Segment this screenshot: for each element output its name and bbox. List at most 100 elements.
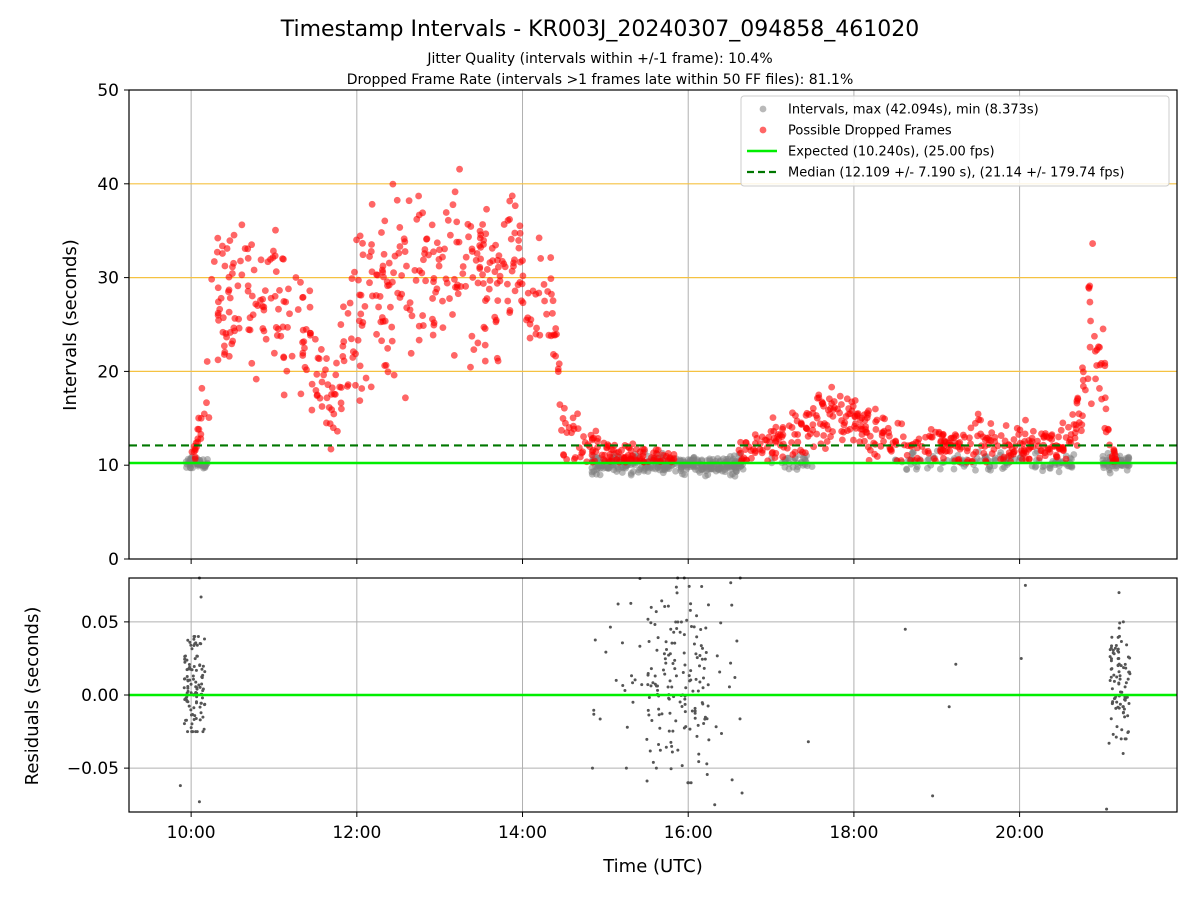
dropped-frame-point (344, 382, 351, 390)
dropped-frame-point (250, 266, 258, 274)
residual-point (688, 727, 692, 731)
interval-point (204, 455, 211, 463)
dropped-frame-point (507, 235, 515, 243)
dropped-frame-point (1029, 427, 1037, 435)
dropped-frame-point (493, 354, 501, 362)
dropped-frame-point (492, 316, 500, 324)
residual-point (1118, 702, 1122, 706)
dropped-frame-point (442, 275, 450, 283)
residual-point (687, 584, 691, 588)
dropped-frame-point (318, 378, 326, 386)
residual-point (590, 766, 594, 770)
dropped-frame-point (850, 436, 857, 444)
residual-outlier-point (806, 740, 810, 744)
bottom-y-axis-label: Residuals (seconds) (22, 607, 43, 786)
interval-point (913, 463, 921, 471)
dropped-frame-point (767, 427, 775, 435)
dropped-frame-point (367, 383, 375, 391)
residual-point (187, 662, 191, 666)
residual-point (666, 685, 670, 689)
residual-point (630, 674, 634, 678)
dropped-frame-point (756, 445, 764, 453)
dropped-frame-point (604, 441, 612, 449)
dropped-frame-point (940, 454, 947, 462)
dropped-frame-point (779, 423, 787, 431)
residual-point (715, 654, 719, 658)
dropped-frame-point (822, 445, 829, 453)
dropped-frame-point (860, 411, 868, 419)
dropped-frame-point (428, 221, 436, 229)
dropped-frame-point (446, 231, 454, 239)
dropped-frame-point (558, 426, 565, 434)
dropped-frame-point (413, 215, 421, 223)
residual-point (696, 689, 700, 693)
dropped-frame-point (349, 348, 357, 356)
residual-point (620, 641, 624, 645)
dropped-frame-point (1065, 438, 1073, 446)
residual-point (183, 655, 187, 659)
interval-point (187, 464, 195, 472)
dropped-frame-point (654, 446, 662, 454)
dropped-frame-point (402, 394, 409, 402)
dropped-frame-point (925, 449, 933, 457)
residual-point (621, 684, 625, 688)
legend-marker-dropped (759, 126, 767, 134)
dropped-frame-point (791, 448, 799, 456)
dropped-frame-point (872, 405, 879, 413)
dropped-frame-point (244, 287, 252, 295)
dropped-frame-point (327, 445, 335, 453)
residual-point (195, 643, 199, 647)
interval-point (1070, 451, 1078, 458)
residual-point (631, 681, 635, 685)
dropped-frame-point (946, 447, 954, 455)
residual-point (718, 670, 722, 674)
dropped-frame-point (297, 390, 305, 398)
dropped-frame-point (974, 410, 982, 418)
dropped-frame-point (355, 276, 362, 284)
dropped-frame-point (302, 326, 310, 333)
residual-point (194, 641, 198, 645)
residual-point (649, 621, 653, 625)
residual-point (197, 683, 201, 687)
dropped-frame-point (331, 390, 339, 398)
residual-point (1117, 706, 1121, 710)
residual-point (631, 700, 635, 704)
dropped-frame-point (283, 367, 291, 375)
dropped-frame-point (359, 251, 367, 259)
dropped-frame-point (907, 443, 915, 450)
residual-point (674, 674, 678, 678)
interval-point (950, 465, 958, 473)
dropped-frame-point (444, 216, 452, 224)
dropped-frame-point (1027, 443, 1035, 451)
dropped-frame-point (1025, 455, 1033, 463)
residual-point (684, 686, 688, 690)
legend-box (740, 95, 1170, 187)
dropped-frame-point (1013, 424, 1021, 432)
dropped-frame-point (1053, 453, 1060, 461)
residual-point (1109, 646, 1113, 650)
dropped-frame-point (1091, 332, 1098, 340)
dropped-frame-point (469, 274, 477, 281)
residual-point (699, 627, 703, 631)
residual-point (685, 618, 689, 622)
legend-entry-label: Expected (10.240s), (25.00 fps) (788, 145, 995, 160)
residual-point (198, 663, 202, 667)
dropped-frame-point (439, 324, 447, 332)
dropped-frame-point (219, 314, 227, 322)
dropped-frame-point (980, 449, 988, 457)
residual-point (1115, 700, 1119, 704)
dropped-frame-point (613, 449, 620, 457)
residual-point (1115, 725, 1119, 729)
residual-point (662, 652, 666, 656)
residual-point (638, 644, 642, 648)
residual-point (203, 670, 207, 674)
dropped-frame-point (508, 192, 516, 200)
dropped-frame-point (292, 274, 300, 281)
residual-point (650, 718, 654, 722)
dropped-frame-point (829, 412, 837, 420)
residual-point (698, 664, 702, 668)
dropped-frame-point (838, 436, 846, 444)
dropped-frame-point (804, 432, 812, 440)
dropped-frame-point (588, 448, 596, 456)
dropped-frame-point (828, 383, 836, 391)
